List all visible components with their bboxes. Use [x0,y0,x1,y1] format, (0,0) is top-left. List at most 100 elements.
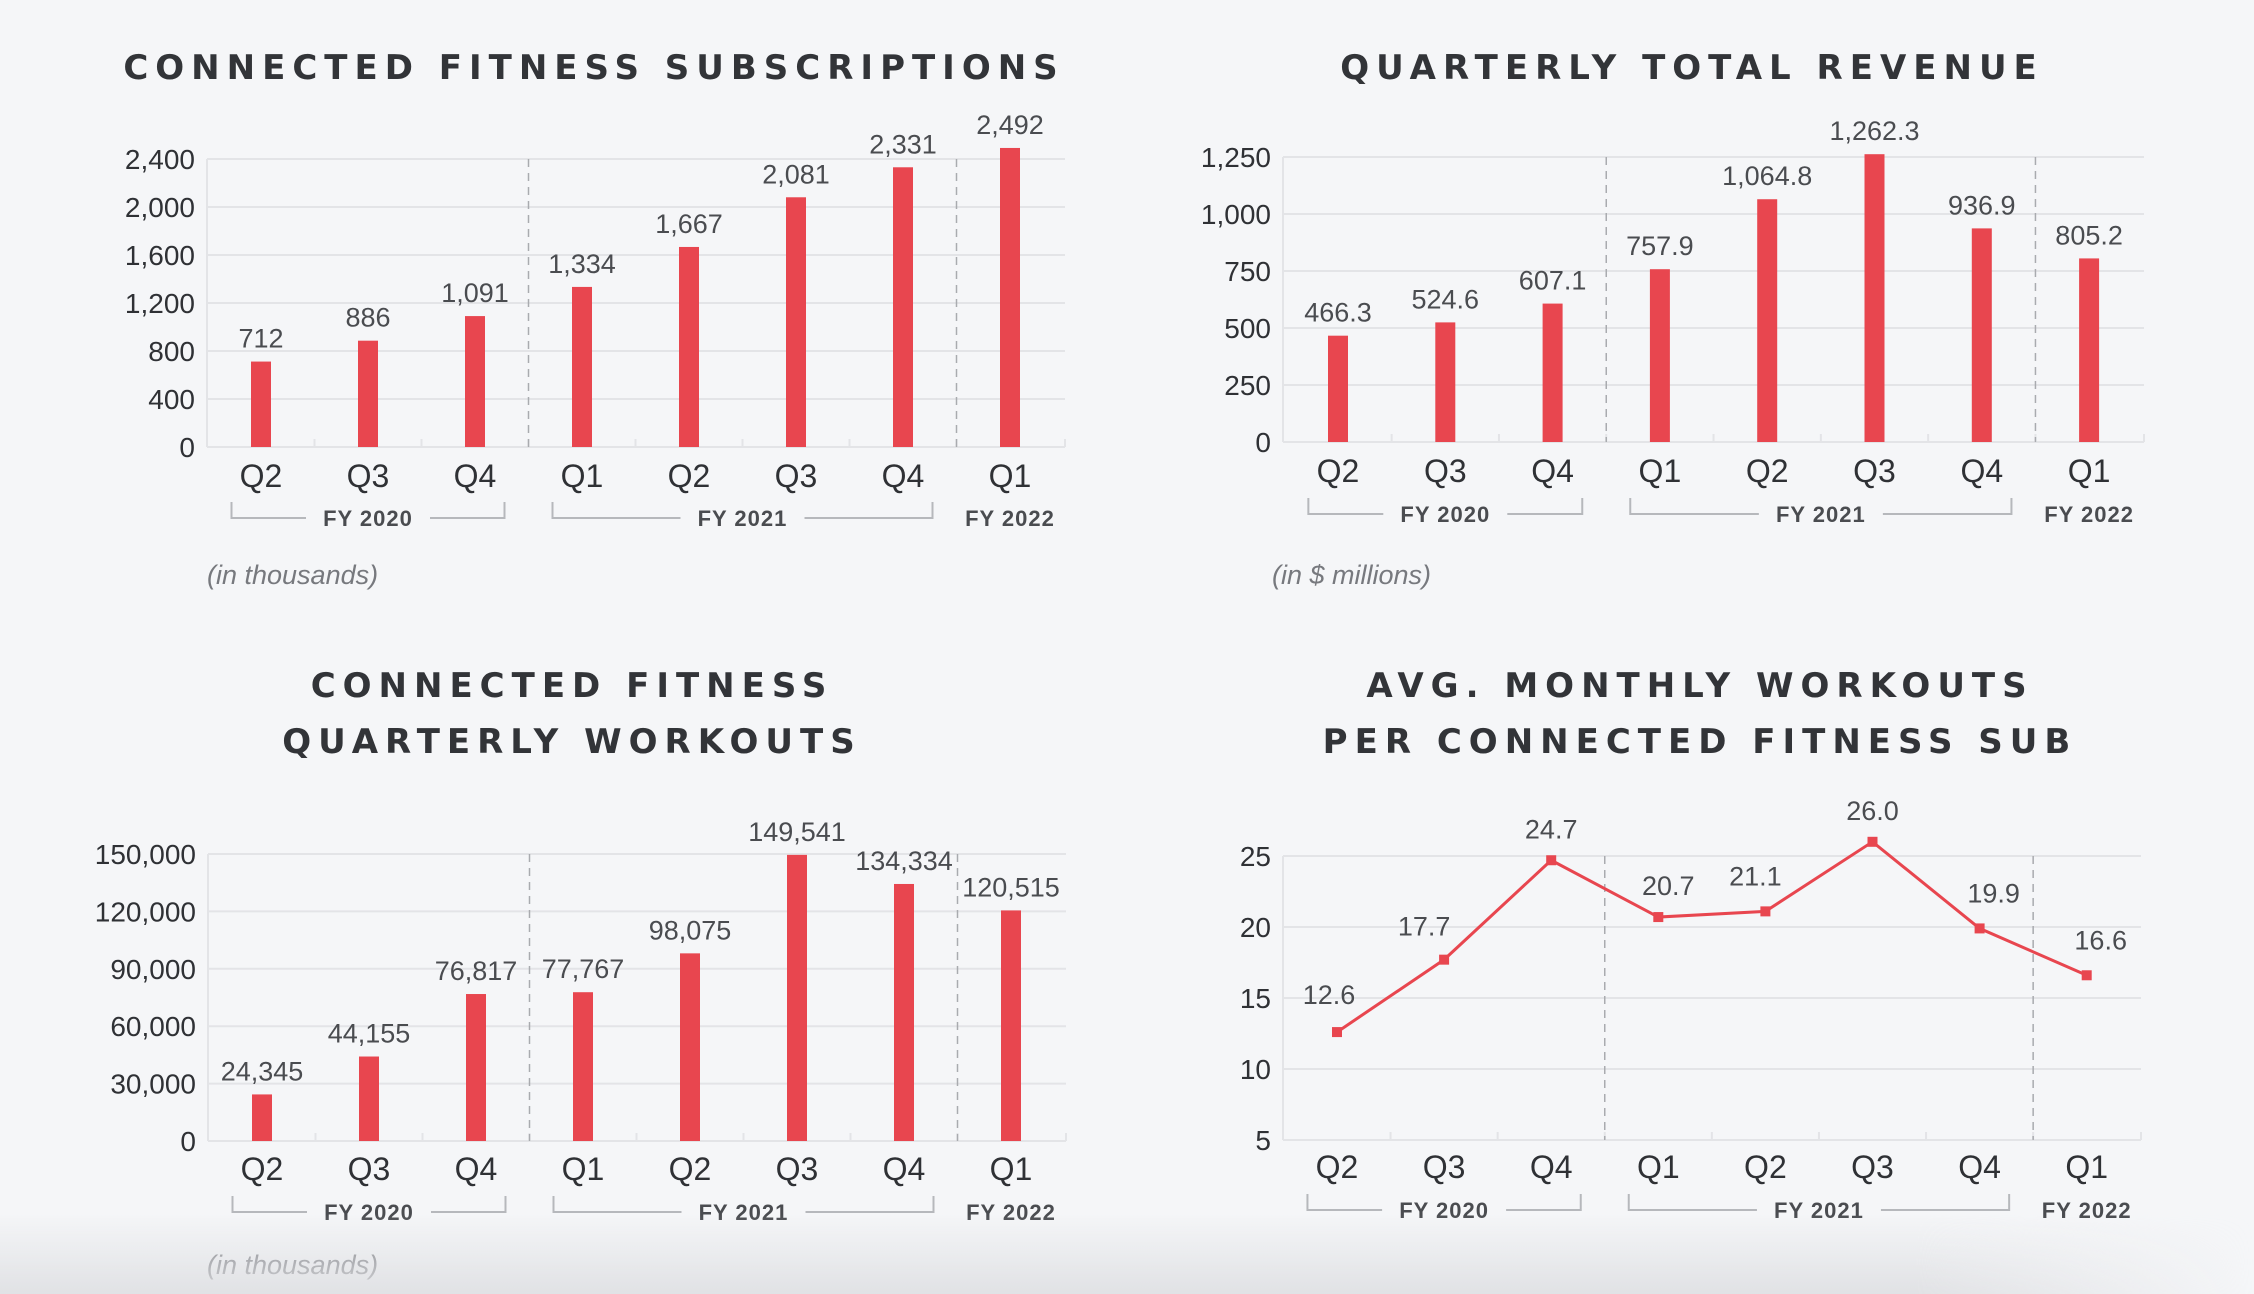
fiscal-year-bracket [1629,498,2013,515]
x-tick-label: Q2 [669,1151,712,1187]
fiscal-year-bracket [1627,1194,2011,1211]
title-line: QUARTERLY TOTAL REVENUE [1340,48,2044,88]
data-label: 134,334 [855,846,953,876]
series-line [1336,839,2088,1034]
data-label: 16.6 [2074,925,2127,955]
y-tick-label: 10 [1240,1054,1271,1085]
x-tick-label: Q4 [455,1151,498,1187]
data-label: 120,515 [962,872,1060,902]
y-tick-label: 5 [1255,1125,1271,1156]
x-tick-label: Q2 [1317,453,1360,489]
y-tick-label: 30,000 [110,1069,196,1100]
data-label: 19.9 [1967,878,2020,908]
y-tick-label: 15 [1240,983,1271,1014]
bar [466,994,486,1141]
title-line-2: PER CONNECTED FITNESS SUB [1322,722,2078,762]
fiscal-year-label: FY 2022 [2042,1198,2132,1223]
data-label: 17.7 [1398,912,1451,942]
y-tick-label: 0 [1255,427,1271,458]
bar [1001,910,1021,1141]
y-tick-label: 120,000 [95,896,196,927]
data-label: 1,667 [655,209,723,239]
data-label: 149,541 [748,817,846,847]
x-tick-label: Q4 [1530,1149,1573,1185]
data-label: 1,262.3 [1829,116,1919,146]
data-label: 20.7 [1642,871,1695,901]
data-label: 2,081 [762,159,830,189]
bar [573,992,593,1141]
x-tick-label: Q2 [1316,1149,1359,1185]
x-tick-label: Q3 [348,1151,391,1187]
fiscal-year-bracket [231,1196,507,1213]
bar [358,340,378,447]
x-tick-label: Q4 [1531,453,1574,489]
title-line-1: CONNECTED FITNESS [310,666,834,706]
y-tick-label: 0 [179,432,195,463]
data-label: 712 [238,324,283,354]
data-point-marker [1974,923,1985,934]
fiscal-year-label: FY 2021 [1776,502,1866,527]
fiscal-year-bracket [1307,498,1584,515]
x-tick-label: Q2 [1746,453,1789,489]
data-label: 466.3 [1304,298,1372,328]
x-tick-label: Q1 [1637,1149,1680,1185]
y-tick-label: 750 [1224,256,1271,287]
fiscal-year-label: FY 2021 [698,506,788,531]
data-label: 26.0 [1846,796,1899,826]
x-tick-label: Q2 [1744,1149,1787,1185]
data-label: 886 [345,303,390,333]
x-tick-label: Q1 [2068,453,2111,489]
data-label: 936.9 [1948,190,2016,220]
y-tick-label: 1,200 [125,288,195,319]
y-tick-label: 90,000 [110,954,196,985]
x-tick-label: Q3 [1424,453,1467,489]
data-label: 12.6 [1303,980,1356,1010]
bar [1328,335,1348,442]
y-tick-label: 400 [148,384,195,415]
title-line: CONNECTED FITNESS SUBSCRIPTIONS [123,48,1065,88]
x-tick-label: Q2 [240,458,283,494]
y-tick-label: 500 [1224,313,1271,344]
y-tick-label: 2,400 [125,144,195,175]
x-tick-label: Q4 [882,458,925,494]
fiscal-year-label: FY 2020 [323,506,413,531]
x-tick-label: Q3 [347,458,390,494]
data-label: 1,091 [441,278,509,308]
x-tick-label: Q4 [454,458,497,494]
fiscal-year-bracket [552,1196,935,1213]
bar [251,361,271,447]
bar [787,854,807,1141]
x-tick-label: Q3 [1851,1149,1894,1185]
fiscal-year-bracket [230,502,506,519]
data-label: 607.1 [1519,266,1587,296]
data-point-marker [1546,855,1557,866]
x-tick-label: Q1 [561,458,604,494]
data-point-marker [1332,1027,1342,1038]
y-tick-label: 1,600 [125,240,195,271]
data-label: 757.9 [1626,231,1694,261]
unit-note-workouts: (in thousands) [207,1250,379,1280]
unit-note-subscriptions: (in thousands) [207,560,379,590]
data-label: 44,155 [328,1019,411,1049]
x-tick-label: Q3 [775,458,818,494]
x-tick-label: Q3 [1423,1149,1466,1185]
bar [252,1094,272,1141]
data-point-marker [1867,836,1878,847]
y-tick-label: 150,000 [95,839,196,870]
fiscal-year-label: FY 2020 [1400,502,1490,527]
data-label: 98,075 [649,915,732,945]
chart-title-revenue: QUARTERLY TOTAL REVENUE [1340,40,2044,96]
bar [359,1056,379,1141]
fiscal-year-bracket [551,502,934,519]
data-label: 1,064.8 [1722,161,1812,191]
x-tick-label: Q2 [668,458,711,494]
unit-note-revenue: (in $ millions) [1272,560,1432,590]
data-point-marker [1653,912,1664,923]
bar [679,246,699,447]
x-tick-label: Q3 [776,1151,819,1187]
x-tick-label: Q1 [562,1151,605,1187]
y-tick-label: 1,250 [1201,142,1271,173]
